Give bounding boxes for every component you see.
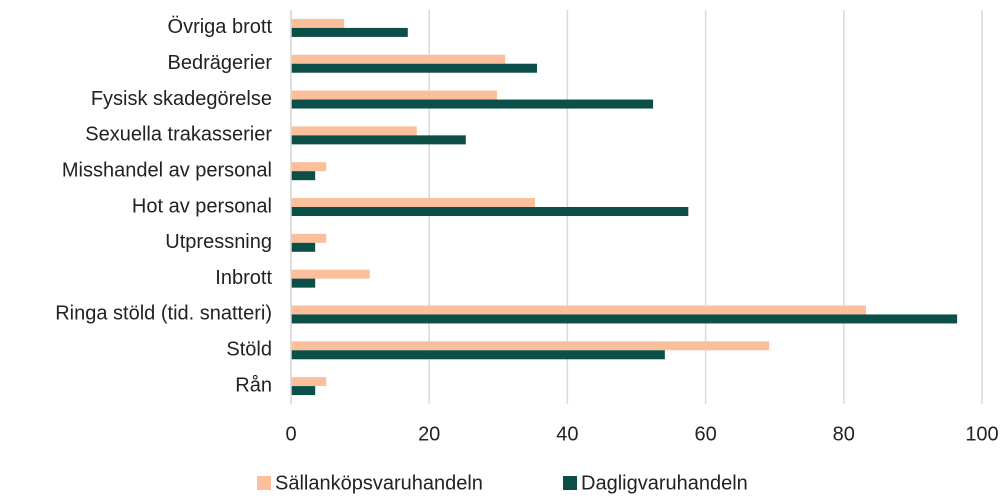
legend-label: Sällanköpsvaruhandeln	[275, 472, 483, 494]
x-tick-label: 100	[965, 423, 998, 445]
y-tick-label: Misshandel av personal	[62, 159, 272, 181]
bar	[291, 350, 665, 360]
y-tick-label: Utpressning	[165, 231, 272, 253]
x-tick-label: 20	[418, 423, 440, 445]
bar	[291, 314, 958, 324]
bar	[291, 135, 466, 145]
bar	[291, 126, 417, 136]
x-tick-label: 0	[285, 423, 296, 445]
bar	[291, 99, 654, 109]
y-tick-label: Ringa stöld (tid. snatteri)	[55, 303, 272, 325]
x-tick-label: 60	[694, 423, 716, 445]
bar	[291, 377, 327, 387]
bar	[291, 63, 537, 73]
y-tick-label: Sexuella trakasserier	[85, 124, 272, 146]
bar	[291, 269, 370, 279]
bar	[291, 171, 316, 181]
legend-swatch	[257, 476, 271, 490]
bar	[291, 27, 408, 37]
y-tick-label: Hot av personal	[132, 195, 272, 217]
y-tick-label: Rån	[235, 374, 272, 396]
y-tick-label: Övriga brott	[168, 16, 273, 38]
x-tick-label: 80	[833, 423, 855, 445]
bar	[291, 233, 327, 243]
legend-swatch	[563, 476, 577, 490]
bar	[291, 386, 316, 396]
bar	[291, 90, 497, 100]
bar	[291, 278, 316, 288]
bar	[291, 242, 316, 252]
bar	[291, 207, 689, 216]
y-tick-label: Bedrägerier	[167, 52, 272, 74]
legend-label: Dagligvaruhandeln	[581, 472, 748, 494]
bar	[291, 54, 506, 64]
x-tick-label: 40	[556, 423, 578, 445]
y-tick-label: Stöld	[226, 339, 272, 361]
y-tick-label: Fysisk skadegörelse	[91, 88, 272, 110]
bar	[291, 198, 535, 207]
y-tick-label: Inbrott	[215, 267, 272, 289]
bar	[291, 162, 327, 172]
bar	[291, 18, 345, 28]
bar	[291, 341, 770, 351]
bar	[291, 305, 866, 315]
